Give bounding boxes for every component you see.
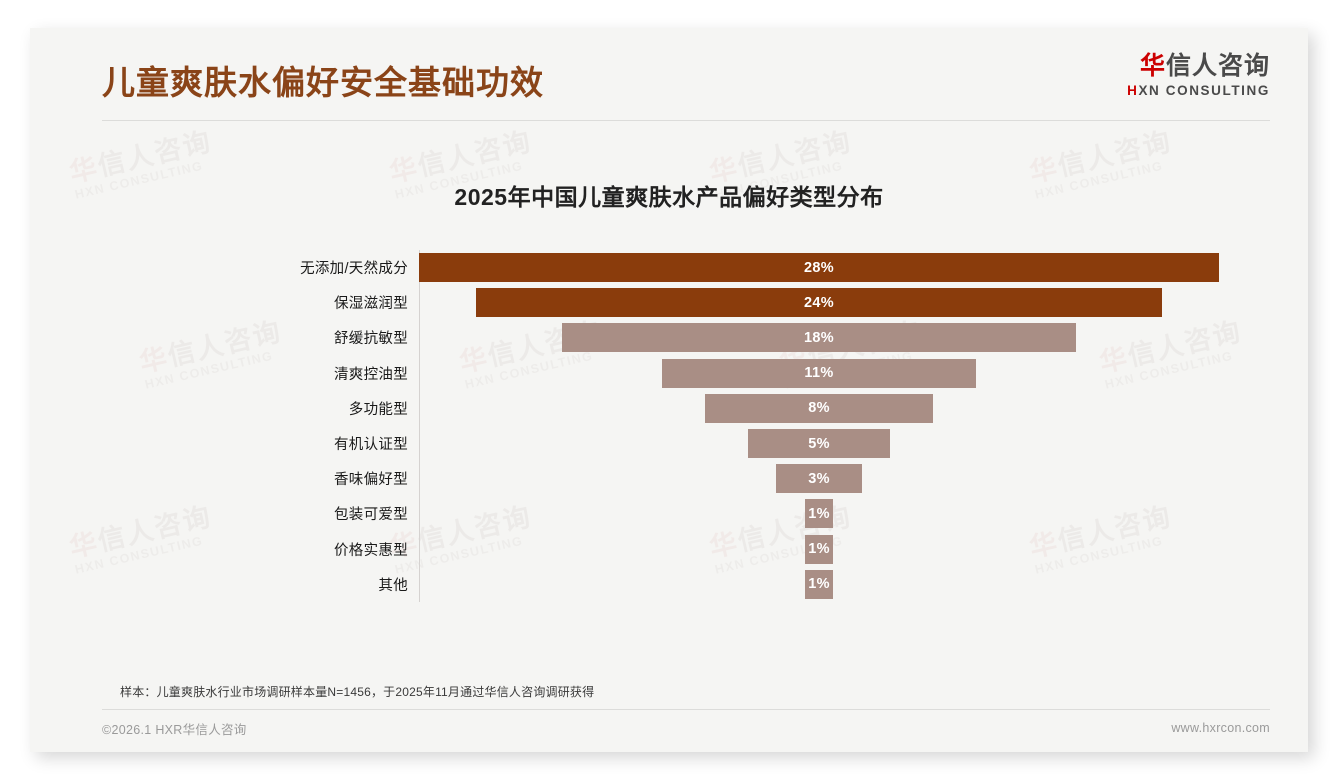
funnel-bar[interactable]: 11% (661, 358, 977, 388)
category-label: 保湿滋润型 (334, 296, 408, 313)
bar-track: 3% (419, 461, 1219, 496)
slide-header: 儿童爽肤水偏好安全基础功效 华信人咨询 HXN CONSULTING (30, 28, 1308, 126)
logo-en-red-char: H (1127, 82, 1139, 98)
funnel-bar[interactable]: 1% (804, 569, 834, 599)
header-divider (102, 120, 1270, 121)
category-label: 其他 (378, 577, 408, 594)
bar-track: 28% (419, 250, 1219, 285)
bar-value-label: 1% (808, 576, 830, 593)
bar-track: 1% (419, 567, 1219, 602)
funnel-row: 有机认证型 5% (119, 426, 1219, 461)
logo-english-text: HXN CONSULTING (1127, 83, 1270, 98)
bar-track: 1% (419, 532, 1219, 567)
page-title: 儿童爽肤水偏好安全基础功效 (102, 64, 544, 101)
bar-value-label: 24% (804, 294, 834, 311)
funnel-chart: 无添加/天然成分 28% 保湿滋润型 24% 舒缓抗敏型 18% 清爽控油型 11% 多功能型 8… (119, 250, 1219, 602)
bar-track: 1% (419, 496, 1219, 531)
bar-track: 5% (419, 426, 1219, 461)
category-axis-line (419, 250, 420, 602)
bar-value-label: 1% (808, 505, 830, 522)
bar-value-label: 5% (808, 435, 830, 452)
bar-value-label: 1% (808, 541, 830, 558)
funnel-row: 价格实惠型 1% (119, 532, 1219, 567)
company-logo: 华信人咨询 HXN CONSULTING (1127, 52, 1270, 98)
bar-track: 8% (419, 391, 1219, 426)
sample-footnote: 样本：儿童爽肤水行业市场调研样本量N=1456，于2025年11月通过华信人咨询… (120, 685, 595, 699)
bar-value-label: 28% (804, 259, 834, 276)
funnel-row: 无添加/天然成分 28% (119, 250, 1219, 285)
category-label: 清爽控油型 (334, 366, 408, 383)
funnel-bar[interactable]: 8% (704, 393, 934, 423)
category-label: 舒缓抗敏型 (334, 331, 408, 348)
funnel-bar[interactable]: 1% (804, 534, 834, 564)
category-label: 包装可爱型 (334, 507, 408, 524)
footnote-wrapper: 样本：儿童爽肤水行业市场调研样本量N=1456，于2025年11月通过华信人咨询… (30, 683, 1308, 700)
bar-track: 18% (419, 320, 1219, 355)
copyright-text: ©2026.1 HXR华信人咨询 (102, 722, 247, 737)
bar-value-label: 11% (804, 365, 834, 382)
funnel-row: 香味偏好型 3% (119, 461, 1219, 496)
funnel-bar[interactable]: 28% (419, 253, 1219, 283)
funnel-bar[interactable]: 5% (747, 429, 891, 459)
logo-cn-rest: 信人咨询 (1165, 52, 1270, 80)
bar-track: 11% (419, 356, 1219, 391)
website-url: www.hxrcon.com (1171, 721, 1270, 735)
bar-track: 24% (419, 285, 1219, 320)
chart-title: 2025年中国儿童爽肤水产品偏好类型分布 (454, 184, 884, 210)
category-label: 无添加/天然成分 (300, 261, 408, 278)
category-label: 有机认证型 (334, 437, 408, 454)
bar-value-label: 18% (804, 329, 834, 346)
funnel-bar[interactable]: 18% (561, 323, 1077, 353)
funnel-row: 包装可爱型 1% (119, 496, 1219, 531)
category-label: 香味偏好型 (334, 472, 408, 489)
funnel-bar[interactable]: 3% (776, 464, 862, 494)
funnel-row: 保湿滋润型 24% (119, 285, 1219, 320)
bar-value-label: 3% (808, 470, 830, 487)
funnel-row: 多功能型 8% (119, 391, 1219, 426)
funnel-row: 舒缓抗敏型 18% (119, 320, 1219, 355)
bar-value-label: 8% (808, 400, 830, 417)
slide-card: 华信人咨询 HXN CONSULTING 华信人咨询 HXN CONSULTING 华信… (30, 28, 1308, 752)
logo-cn-red-char: 华 (1139, 52, 1166, 80)
funnel-bar[interactable]: 1% (804, 499, 834, 529)
slide-footer: ©2026.1 HXR华信人咨询 www.hxrcon.com (102, 716, 1270, 740)
funnel-bar[interactable]: 24% (476, 288, 1162, 318)
category-label: 价格实惠型 (334, 542, 408, 559)
footer-divider (102, 709, 1270, 710)
funnel-row: 其他 1% (119, 567, 1219, 602)
category-label: 多功能型 (348, 401, 408, 418)
funnel-row: 清爽控油型 11% (119, 356, 1219, 391)
logo-chinese-text: 华信人咨询 (1127, 52, 1270, 81)
chart-area: 2025年中国儿童爽肤水产品偏好类型分布 无添加/天然成分 28% 保湿滋润型 24%… (30, 128, 1308, 642)
logo-en-rest: XN CONSULTING (1138, 82, 1270, 98)
